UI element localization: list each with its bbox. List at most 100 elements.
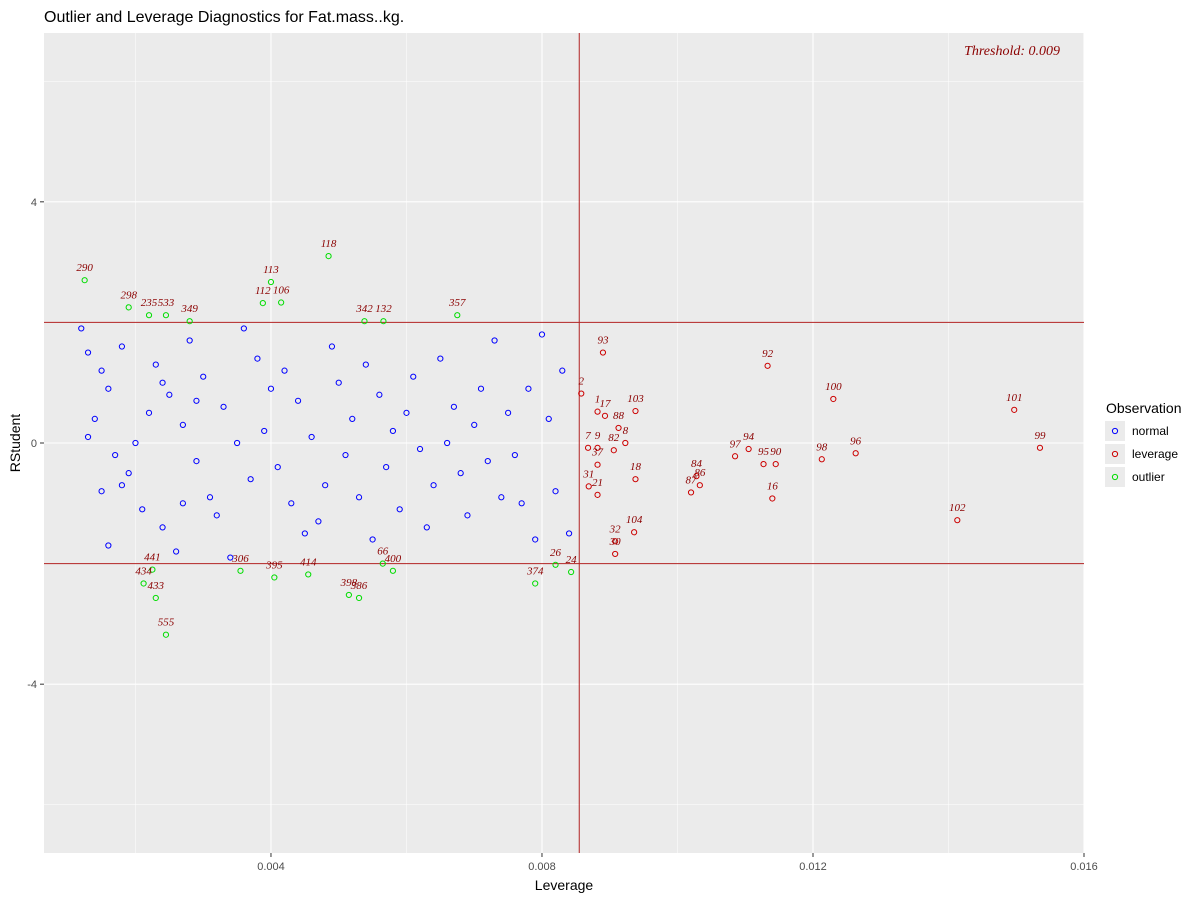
normal-point [159,524,166,531]
outlier-point [552,561,559,568]
point-label: 101 [1006,392,1023,404]
point-label: 102 [949,502,966,514]
leverage-point [599,349,607,356]
y-tick-label: 4 [31,197,37,209]
leverage-point [954,517,961,524]
point-label: 18 [630,461,642,473]
legend-symbol [1111,450,1119,458]
normal-point [91,415,98,422]
point-label: 342 [355,303,373,315]
normal-point [220,403,227,410]
point-label: 24 [566,554,578,566]
point-label: 113 [263,264,279,276]
point-label: 533 [158,297,175,309]
normal-point [484,457,491,465]
leverage-point [594,491,601,498]
normal-point [118,343,126,350]
leverage-point [612,538,619,545]
outlier-point [361,318,368,325]
leverage-point [693,473,700,480]
y-tick-label: -4 [27,679,37,691]
normal-point [423,524,430,531]
normal-point [267,385,275,392]
normal-point [477,385,485,392]
y-axis-title: RStudent [7,414,23,472]
legend-key [1105,467,1125,487]
normal-point [471,421,478,429]
normal-point [464,512,471,519]
point-label: 400 [385,553,402,565]
outlier-point [345,591,352,599]
normal-point [369,536,376,543]
normal-point [179,421,186,429]
leverage-point [632,407,639,415]
outlier-point [379,560,386,567]
normal-point [125,470,132,477]
leverage-point [594,408,601,415]
leverage-point [632,476,639,483]
point-label: 433 [148,580,165,592]
leverage-point [631,529,638,536]
point-label: 298 [120,289,137,301]
leverage-point [769,495,776,502]
point-label: 357 [448,297,466,309]
normal-point [261,427,268,435]
outlier-point [259,300,266,307]
leverage-point [594,444,601,451]
point-label: 104 [626,514,643,526]
legend-key [1105,421,1125,441]
legend-label: outlier [1132,470,1165,484]
normal-point [247,476,254,483]
point-label: 98 [816,441,828,453]
normal-point [193,457,200,465]
leverage-point [852,450,859,457]
normal-point [518,500,525,507]
normal-point [301,530,308,537]
point-label: 112 [255,285,271,297]
normal-point [78,325,85,332]
point-label: 434 [135,565,152,577]
point-label: 87 [686,474,698,486]
normal-point [511,451,518,459]
point-label: 555 [158,617,175,629]
normal-point [166,391,173,398]
normal-point [118,482,126,489]
chart-title: Outlier and Leverage Diagnostics for Fat… [44,9,404,26]
point-label: 88 [613,410,625,422]
normal-point [139,506,146,513]
legend: Observation normal leverage outlier [1105,400,1181,487]
normal-point [152,361,159,368]
point-label: 17 [599,398,611,410]
point-label: 290 [76,262,93,274]
point-label: 414 [300,556,317,568]
normal-point [545,415,552,422]
normal-point [145,409,153,416]
outlier-point [237,567,244,574]
threshold-annotation: Threshold: 0.009 [964,44,1060,59]
data-points [78,252,1044,638]
leverage-point [818,456,825,463]
normal-point [389,427,397,435]
outlier-point [532,580,539,587]
point-label: 95 [758,446,770,458]
outlier-point [186,318,193,325]
outlier-point [152,594,159,602]
point-label: 118 [321,238,337,250]
normal-point [565,530,573,537]
outlier-point [454,312,461,319]
leverage-point [830,395,837,403]
normal-point [186,337,193,344]
point-label: 235 [141,297,158,309]
x-axis-ticks: 0.004 0.008 0.012 0.016 [257,853,1098,873]
point-label: 8 [623,425,629,437]
normal-point [206,494,214,501]
normal-point [84,349,92,356]
normal-point [179,500,186,507]
normal-point [559,367,566,374]
outlier-point [325,252,332,260]
legend-symbol [1111,427,1119,435]
y-axis-ticks: -4 0 4 [27,197,44,691]
normal-point [213,512,220,519]
point-label: 2 [579,376,585,388]
